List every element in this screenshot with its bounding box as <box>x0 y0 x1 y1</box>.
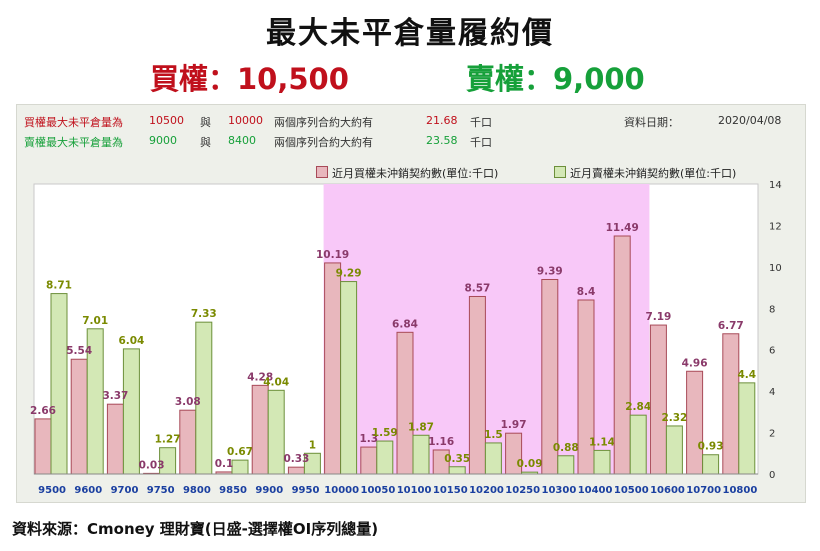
put-info-desc: 兩個序列合約大約有 <box>274 136 373 149</box>
call-info-desc: 兩個序列合約大約有 <box>274 116 373 129</box>
put-info-conj: 與 <box>200 136 211 149</box>
call-info-label: 買權最大未平倉量為 <box>24 116 123 129</box>
call-strike-headline: 買權：10,500 <box>150 62 349 96</box>
legend-put-label: 近月賣權未沖銷契約數(單位:千口) <box>570 167 737 180</box>
call-info-amount: 21.68 <box>426 114 458 127</box>
call-info-v1: 10500 <box>149 114 184 127</box>
put-info-amount: 23.58 <box>426 134 458 147</box>
chart-title: 最大未平倉量履約價 <box>266 16 554 51</box>
data-date-value: 2020/04/08 <box>718 114 782 127</box>
put-strike-headline: 賣權：9,000 <box>466 62 645 96</box>
legend-call-label: 近月買權未沖銷契約數(單位:千口) <box>332 167 499 180</box>
legend-put-swatch <box>554 166 566 178</box>
legend-call: 近月買權未沖銷契約數(單位:千口) <box>316 165 498 181</box>
chart-panel <box>16 104 806 503</box>
put-info-v2: 8400 <box>228 134 256 147</box>
put-info-label: 賣權最大未平倉量為 <box>24 136 123 149</box>
put-info-unit: 千口 <box>470 136 492 149</box>
data-date-label: 資料日期： <box>624 116 679 129</box>
legend-put: 近月賣權未沖銷契約數(單位:千口) <box>554 165 736 181</box>
call-info-conj: 與 <box>200 116 211 129</box>
legend-call-swatch <box>316 166 328 178</box>
source-note: 資料來源：Cmoney 理財寶(日盛-選擇權OI序列總量) <box>12 520 379 538</box>
call-info-unit: 千口 <box>470 116 492 129</box>
put-info-v1: 9000 <box>149 134 177 147</box>
call-info-v2: 10000 <box>228 114 263 127</box>
